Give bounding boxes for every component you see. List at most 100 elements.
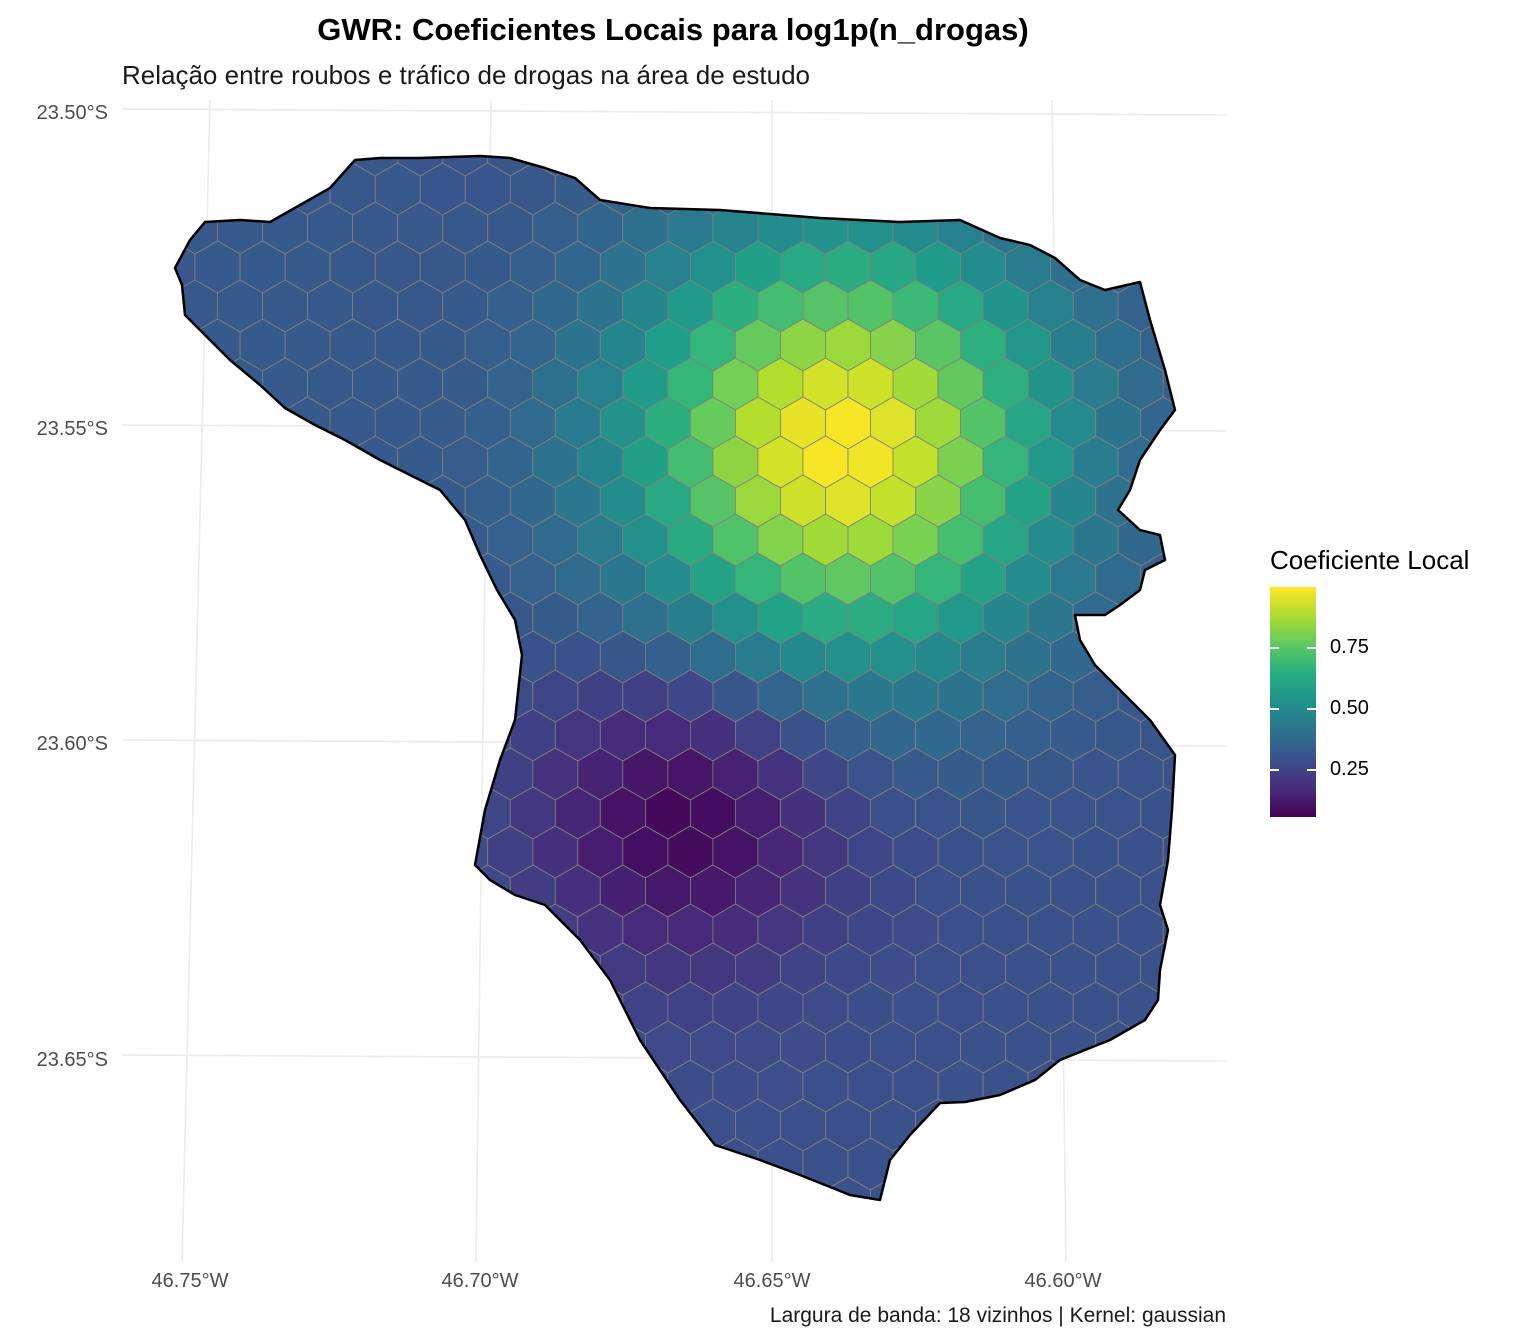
hex-cell <box>735 162 781 216</box>
hex-cell <box>329 1020 376 1074</box>
hex-cell <box>487 981 534 1035</box>
hex-cell <box>1140 630 1175 684</box>
legend-tick-label: 0.75 <box>1330 636 1369 658</box>
hex-cell <box>175 903 218 957</box>
hex-cell <box>1117 156 1164 177</box>
hex-cell <box>329 474 376 528</box>
hex-cell <box>509 1098 556 1152</box>
hex-cell <box>419 1020 466 1074</box>
hex-cell <box>397 513 444 567</box>
hex-cell <box>307 156 354 177</box>
hex-cell <box>352 825 399 879</box>
hex-cell <box>1072 1137 1119 1191</box>
hex-cell <box>780 162 826 216</box>
hex-cell <box>374 552 421 606</box>
study-area-boundary <box>173 154 1177 1202</box>
hex-cell <box>352 747 399 801</box>
hex-cell <box>1162 201 1175 255</box>
hex-cell <box>780 1176 826 1200</box>
hex-cell <box>194 708 241 762</box>
hex-cell <box>464 942 511 996</box>
hex-cell <box>464 1176 511 1200</box>
hex-cell <box>825 162 871 216</box>
hex-cell <box>239 474 286 528</box>
legend-tick-label: 0.50 <box>1330 697 1369 719</box>
hex-cell <box>175 1059 218 1113</box>
x-axis-labels: 46.75°W 46.70°W 46.65°W 46.60°W <box>152 1270 1102 1292</box>
hex-cell <box>284 474 331 528</box>
hex-cell <box>128 826 173 878</box>
hex-cell <box>982 156 1029 177</box>
hex-cell <box>262 591 309 645</box>
hex-cell <box>690 1176 736 1200</box>
hex-cell <box>1162 1137 1175 1191</box>
hex-cell <box>175 1137 218 1191</box>
hex-cell <box>175 825 218 879</box>
y-tick-label: 23.50°S <box>37 102 108 124</box>
hex-cell <box>175 552 196 606</box>
hex-cell <box>937 1137 984 1191</box>
hex-cell <box>307 435 354 489</box>
hex-cell <box>599 1176 646 1200</box>
hex-cell <box>1140 1176 1175 1200</box>
hex-cell <box>374 630 421 684</box>
hex-cell <box>194 1176 241 1200</box>
hex-cell <box>128 202 173 254</box>
hex-cell <box>1095 1098 1142 1152</box>
hex-cell <box>284 1098 331 1152</box>
hex-cell <box>284 708 331 762</box>
hex-cell <box>128 982 173 1034</box>
hex-cell <box>960 162 1006 216</box>
hex-cell <box>645 1176 691 1200</box>
hex-cell <box>284 630 331 684</box>
hex-cell <box>1162 279 1175 333</box>
hex-cell <box>262 669 309 723</box>
hex-cell <box>1140 474 1175 528</box>
hex-cell <box>1162 435 1175 489</box>
hex-cell <box>1140 240 1175 294</box>
y-tick-label: 23.55°S <box>37 418 108 440</box>
hex-cell <box>1117 1137 1164 1191</box>
hex-cell <box>1095 1176 1142 1200</box>
hex-cell <box>307 903 354 957</box>
legend-title: Coeficiente Local <box>1270 545 1470 575</box>
hex-cell <box>217 513 264 567</box>
hex-cell <box>217 825 264 879</box>
hex-cell <box>397 981 444 1035</box>
hex-cell <box>128 1138 173 1190</box>
hex-cell <box>374 942 421 996</box>
hex-cell <box>419 552 466 606</box>
hex-cell <box>262 825 309 879</box>
hex-cell <box>194 1020 241 1074</box>
x-tick-label: 46.65°W <box>734 1270 811 1292</box>
hex-cell <box>307 981 354 1035</box>
hex-cell <box>397 903 444 957</box>
hex-cell <box>442 1059 489 1113</box>
hex-cell <box>194 786 241 840</box>
hex-cell <box>284 1176 331 1200</box>
hex-cell <box>262 156 309 177</box>
hex-cell <box>262 1059 309 1113</box>
hex-cell <box>194 864 241 918</box>
hex-cell <box>487 1059 534 1113</box>
hex-cell <box>239 162 286 216</box>
hex-cell <box>374 1098 421 1152</box>
hex-cell <box>757 156 804 177</box>
hex-cell <box>419 1098 466 1152</box>
hex-cell <box>509 942 556 996</box>
hex-cell <box>374 708 421 762</box>
hex-cell <box>217 669 264 723</box>
x-tick-label: 46.70°W <box>442 1270 519 1292</box>
hex-cell <box>217 156 264 177</box>
hex-cell <box>128 904 173 956</box>
hex-cell <box>1095 162 1142 216</box>
hex-cell <box>509 1020 556 1074</box>
hex-cell <box>262 903 309 957</box>
hex-cell <box>532 1059 579 1113</box>
hex-cell <box>1072 201 1119 255</box>
hex-cell <box>1162 903 1175 957</box>
hex-cell <box>1027 1137 1074 1191</box>
hex-cell <box>329 1176 376 1200</box>
hex-cell <box>175 156 218 177</box>
hex-cell <box>175 1098 196 1152</box>
